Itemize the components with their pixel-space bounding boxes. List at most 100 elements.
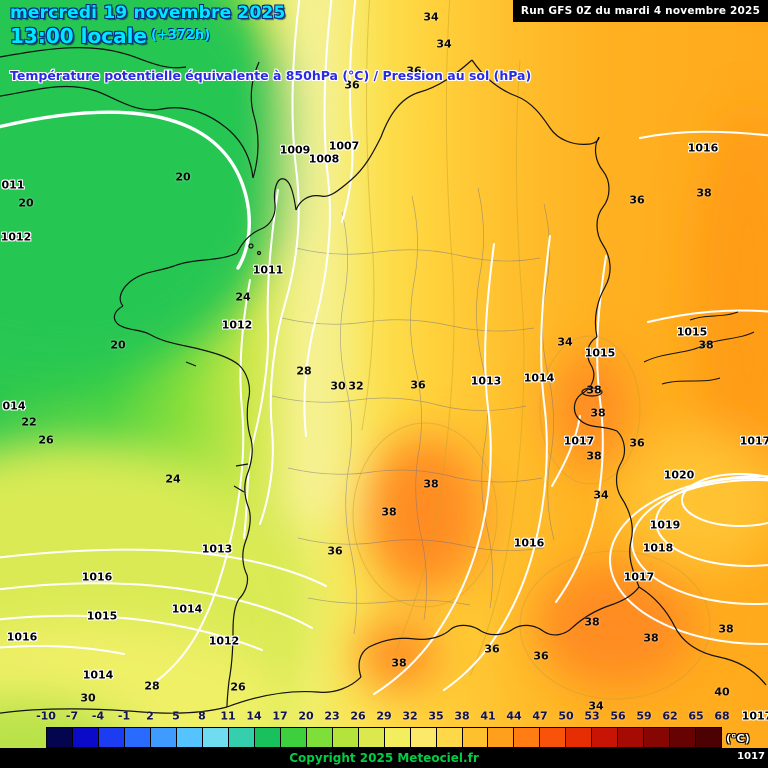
pressure-label: 1017	[623, 570, 655, 584]
scale-color-cell	[488, 728, 515, 747]
temperature-label: 28	[296, 364, 312, 378]
scale-tick: 23	[324, 709, 340, 723]
scale-color-cell	[306, 728, 333, 747]
date-label: mercredi 19 novembre 2025	[10, 3, 286, 23]
temperature-label: 36	[629, 436, 645, 450]
forecast-offset-label: (+372h)	[151, 28, 211, 43]
scale-color-cell	[332, 728, 359, 747]
temperature-label: 24	[235, 290, 251, 304]
temperature-label: 40	[714, 685, 730, 699]
temperature-label: 34	[557, 335, 573, 349]
scale-tick: -4	[91, 709, 105, 723]
temperature-label: 38	[643, 631, 659, 645]
scale-color-cell	[540, 728, 567, 747]
temperature-label: 30	[80, 691, 96, 705]
scale-tick: 44	[506, 709, 522, 723]
map-subtitle: Température potentielle équivalente à 85…	[10, 68, 532, 83]
temperature-label: 38	[586, 383, 602, 397]
pressure-label: 1012	[221, 318, 253, 332]
pressure-label: 1016	[687, 141, 719, 155]
scale-color-cell	[150, 728, 177, 747]
isobar-contours	[0, 0, 768, 695]
temperature-label: 38	[590, 406, 606, 420]
temperature-label: 20	[110, 338, 126, 352]
scale-tick: -1	[117, 709, 131, 723]
temperature-label: 38	[718, 622, 734, 636]
scale-tick: 65	[688, 709, 704, 723]
temperature-label: 36	[410, 378, 426, 392]
scale-tick: 14	[246, 709, 262, 723]
scale-tick: 20	[298, 709, 314, 723]
scale-tick: 5	[172, 709, 180, 723]
pressure-label: 1016	[6, 630, 38, 644]
temperature-label: 36	[344, 78, 360, 92]
pressure-label: 1015	[584, 346, 616, 360]
scale-color-cell	[124, 728, 151, 747]
scale-color-cell	[72, 728, 99, 747]
scale-color-cell	[202, 728, 229, 747]
pressure-label: 1011	[252, 263, 284, 277]
map-header: mercredi 19 novembre 2025 13:00 locale (+…	[10, 3, 286, 48]
scale-tick: 56	[610, 709, 626, 723]
scale-unit-label: (°C)	[726, 732, 750, 745]
run-info-text: Run GFS 0Z du mardi 4 novembre 2025	[520, 5, 761, 17]
scale-color-cell	[644, 728, 671, 747]
temperature-label: 36	[327, 544, 343, 558]
scale-color-cell	[670, 728, 697, 747]
pressure-label: 014	[2, 399, 26, 413]
pressure-label: 1013	[470, 374, 502, 388]
scale-tick: 38	[454, 709, 470, 723]
temperature-label: 34	[436, 37, 452, 51]
temperature-label: 32	[348, 379, 364, 393]
scale-tick: 32	[402, 709, 418, 723]
temperature-label: 24	[165, 472, 181, 486]
pressure-label: 1015	[676, 325, 708, 339]
scale-tick: 41	[480, 709, 496, 723]
scale-tick: 68	[714, 709, 730, 723]
temperature-label: 36	[533, 649, 549, 663]
pressure-label: 1017	[739, 434, 768, 448]
scale-color-cell	[280, 728, 307, 747]
pressure-label: 1008	[308, 152, 340, 166]
scale-tick: 47	[532, 709, 548, 723]
temperature-label: 38	[584, 615, 600, 629]
copyright-label: Copyright 2025 Meteociel.fr	[289, 751, 479, 765]
temperature-label: 20	[18, 196, 34, 210]
temperature-label: 34	[423, 10, 439, 24]
footer-bar: Copyright 2025 Meteociel.fr 1017	[0, 748, 768, 768]
temperature-label: 20	[175, 170, 191, 184]
pressure-label: 1014	[171, 602, 203, 616]
pressure-label: 1019	[649, 518, 681, 532]
scale-tick: 53	[584, 709, 600, 723]
scale-color-cell	[47, 728, 73, 747]
scale-tick: 62	[662, 709, 678, 723]
temperature-label: 36	[406, 64, 422, 78]
temperature-label: 38	[586, 449, 602, 463]
pressure-label: 1017	[741, 709, 768, 723]
scale-tick: 2	[146, 709, 154, 723]
temperature-label: 38	[698, 338, 714, 352]
pressure-label: 1012	[208, 634, 240, 648]
scale-color-cell	[384, 728, 411, 747]
scale-color-cell	[566, 728, 593, 747]
scale-color-cell	[228, 728, 255, 747]
scale-color-cell	[514, 728, 541, 747]
theta-e-isolines	[352, 0, 711, 700]
scale-tick: 59	[636, 709, 652, 723]
time-label: 13:00 locale	[10, 24, 147, 48]
temperature-label: 26	[38, 433, 54, 447]
scale-tick: -7	[65, 709, 79, 723]
pressure-label: 1016	[81, 570, 113, 584]
scale-color-cell	[618, 728, 645, 747]
scale-color-cell	[436, 728, 463, 747]
pressure-label: 1014	[82, 668, 114, 682]
scale-color-cell	[592, 728, 619, 747]
temperature-label: 36	[629, 193, 645, 207]
temperature-label: 38	[696, 186, 712, 200]
scale-color-cell	[358, 728, 385, 747]
pressure-label: 1013	[201, 542, 233, 556]
footer-right-value: 1017	[737, 751, 765, 762]
scale-tick: -10	[36, 709, 56, 723]
